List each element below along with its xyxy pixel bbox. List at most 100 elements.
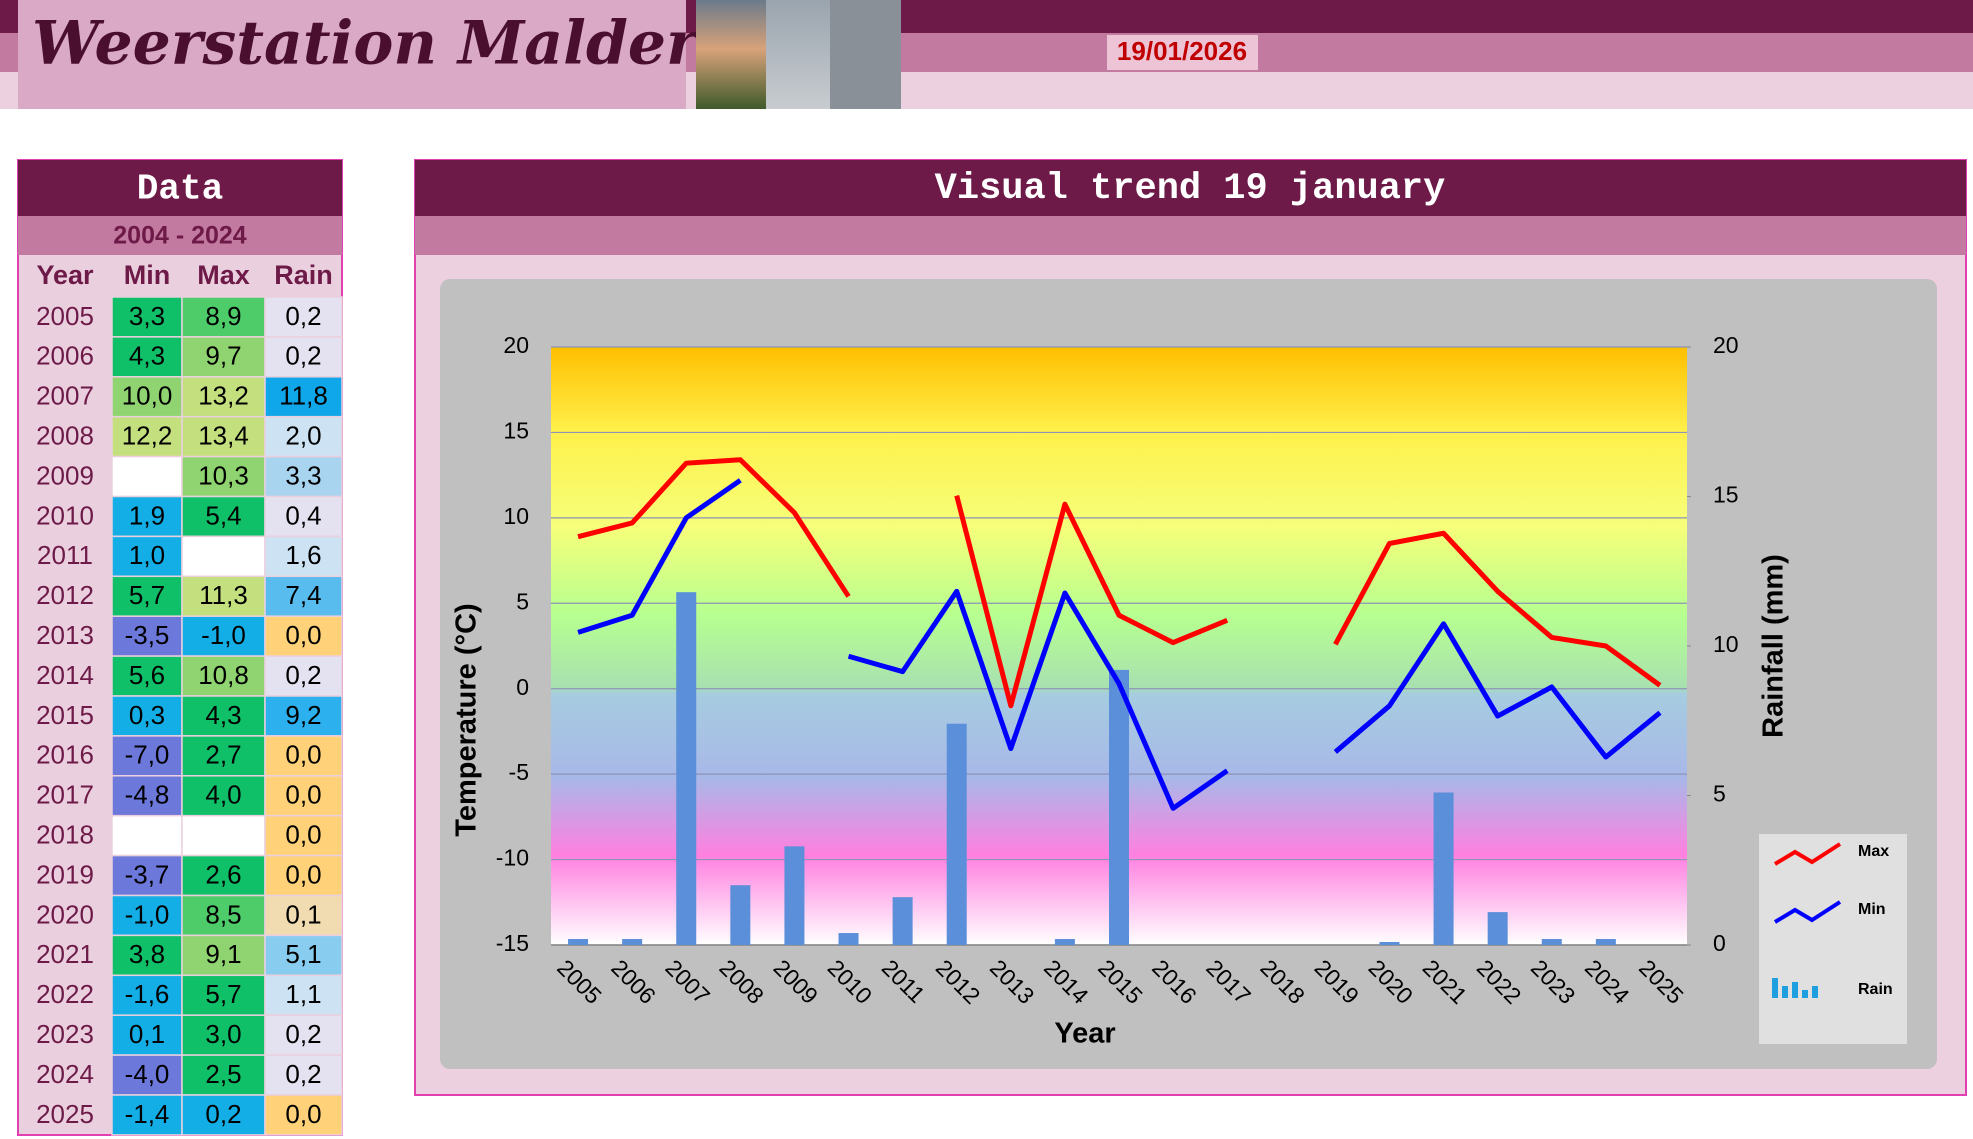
value-cell: 3,0 (205, 1019, 241, 1049)
y-axis-title: Temperature (°C) (451, 603, 483, 836)
bar (946, 723, 967, 945)
table-title-bar (18, 160, 342, 216)
year-cell: 2010 (36, 500, 94, 530)
value-cell: 7,4 (285, 580, 321, 610)
value-cell: 0,0 (285, 740, 321, 770)
chart-band (415, 216, 1966, 255)
value-cell: -3,5 (125, 620, 170, 650)
table-cell (111, 615, 183, 657)
value-cell: 1,6 (285, 540, 321, 570)
value-cell: -4,0 (125, 1059, 170, 1089)
value-cell: 5,7 (129, 580, 165, 610)
value-cell: 0,2 (285, 1019, 321, 1049)
y-tick-label: 10 (503, 503, 529, 529)
value-cell: 0,3 (129, 700, 165, 730)
bar (622, 939, 643, 945)
table-cell (264, 1094, 343, 1136)
value-cell: 8,9 (205, 301, 241, 331)
legend-label: Min (1858, 901, 1886, 918)
table-cell (111, 655, 183, 697)
value-cell: 0,2 (285, 1059, 321, 1089)
legend-icon (1772, 978, 1778, 998)
legend-icon (1782, 986, 1788, 998)
value-cell: 5,6 (129, 660, 165, 690)
table-cell (181, 495, 266, 538)
value-cell: 3,3 (285, 460, 321, 490)
bar (1054, 939, 1075, 945)
bar (1487, 912, 1508, 945)
table-cell (264, 376, 343, 418)
year-cell: 2025 (36, 1099, 94, 1129)
table-cell (111, 894, 183, 937)
year-cell: 2008 (36, 421, 94, 451)
line (1333, 621, 1662, 760)
year-cell: 2006 (36, 341, 94, 371)
y-tick-label: 5 (516, 588, 529, 614)
period: 2004 - 2024 (113, 222, 247, 250)
value-cell: 3,3 (129, 301, 165, 331)
value-cell: 3,8 (129, 939, 165, 969)
value-cell: 0,2 (285, 301, 321, 331)
date: 19/01/2026 (1117, 36, 1247, 66)
value-cell: 9,1 (205, 939, 241, 969)
legend-label: Rain (1858, 981, 1893, 998)
table-cell (181, 575, 266, 617)
table-cell (111, 775, 183, 817)
bar (892, 897, 913, 945)
table-cell (181, 1014, 266, 1056)
y-tick-label: 20 (503, 332, 529, 358)
value-cell: -4,8 (125, 780, 170, 810)
bar (838, 933, 859, 945)
value-cell: 1,9 (129, 500, 165, 530)
table-cell (111, 415, 183, 458)
table-cell (111, 455, 183, 498)
legend-icon (1773, 900, 1842, 924)
column-header: Year (36, 260, 94, 290)
year-cell: 2020 (36, 899, 94, 929)
y-tick-label: -5 (509, 759, 529, 785)
period-bar (18, 216, 342, 255)
column-header: Rain (274, 260, 333, 290)
year-cell: 2012 (36, 580, 94, 610)
legend-icon (1773, 842, 1842, 866)
table-cell (181, 814, 266, 857)
table-cell (181, 854, 266, 897)
value-cell: 4,0 (205, 780, 241, 810)
line (577, 478, 742, 635)
value-cell: 5,1 (285, 939, 321, 969)
table-cell (264, 894, 343, 937)
table-cell (264, 814, 343, 857)
chart-title-bar (415, 160, 1966, 216)
value-cell: 10,3 (198, 460, 249, 490)
value-cell: -1,6 (125, 979, 170, 1009)
year-cell: 2016 (36, 740, 94, 770)
table-cell (264, 695, 343, 737)
year-cell: 2014 (36, 660, 94, 690)
year-cell: 2011 (37, 540, 93, 570)
table-cell (111, 376, 183, 418)
legend-icon (1802, 990, 1808, 998)
year-cell: 2013 (36, 620, 94, 650)
value-cell: 11,3 (199, 580, 248, 610)
date-box (1107, 35, 1258, 70)
bar (784, 846, 805, 945)
table-title: Data (137, 169, 223, 210)
value-cell: 0,2 (205, 1099, 241, 1129)
year-cell: 2023 (36, 1019, 94, 1049)
year-cell: 2022 (36, 979, 94, 1009)
y-tick-label: -10 (496, 845, 529, 871)
x-axis-title: Year (1054, 1018, 1115, 1050)
value-cell: 0,1 (285, 899, 321, 929)
table-cell (111, 1014, 183, 1056)
line (954, 495, 1229, 709)
year-cell: 2024 (36, 1059, 94, 1089)
table-cell (111, 735, 183, 777)
table-cell (181, 535, 266, 578)
photo (830, 0, 901, 109)
value-cell: -3,7 (125, 859, 170, 889)
value-cell: 0,2 (285, 660, 321, 690)
line (847, 588, 1229, 811)
table-cell (111, 974, 183, 1016)
